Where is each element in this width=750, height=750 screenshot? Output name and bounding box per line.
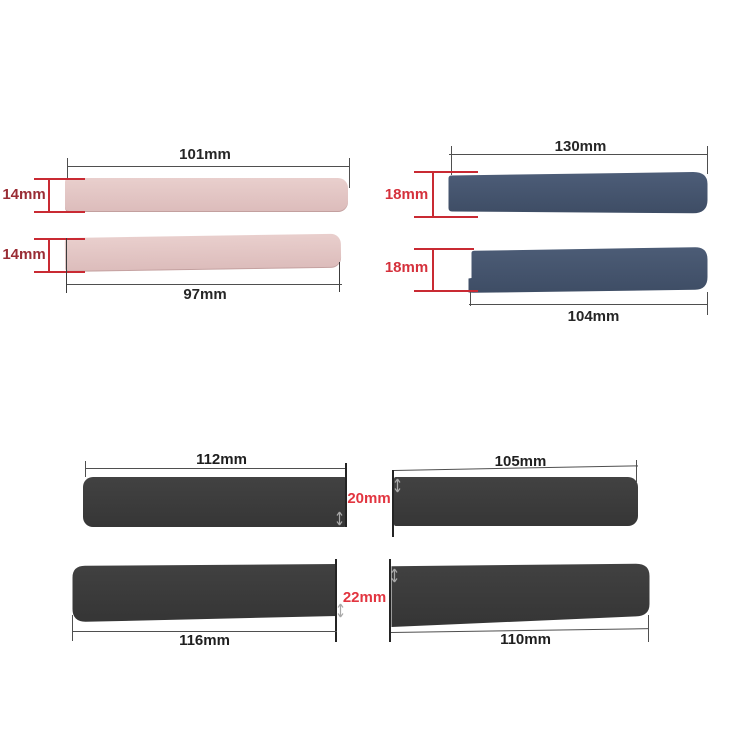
tick-mark [451,146,452,175]
dimension-line [67,166,350,167]
tick-mark [707,292,708,315]
tick-mark [66,238,67,293]
tick-mark [648,615,649,642]
black-strap-22-left [72,564,337,622]
pink-strap-top [65,178,348,212]
tick-mark [636,460,637,482]
red-tick-mark [414,248,474,250]
red-tick-mark [414,290,478,292]
navy-strap-bottom [468,247,708,293]
navy-top-length-label: 130mm [554,138,607,155]
red-tick-mark [34,271,85,273]
lug-edge-line [335,559,337,642]
lug-edge-line [389,559,391,642]
red-dimension-line [432,171,434,217]
pink-bottom-length-label: 97mm [183,286,227,303]
tick-mark [67,158,68,187]
tick-mark [85,461,86,477]
dimension-line [67,284,342,285]
pink-strap-bottom [64,233,342,272]
navy-bottom-length-label: 104mm [567,308,620,325]
navy-width-label-bottom: 18mm [384,259,429,276]
lug-pin-arrow-icon [391,568,398,583]
tick-mark [707,146,708,174]
red-dimension-line [48,178,50,212]
red-tick-mark [34,238,85,240]
dimension-line [449,154,708,155]
tick-mark [339,262,340,292]
red-dimension-line [48,238,50,272]
lug-edge-line [392,470,394,537]
red-tick-mark [414,216,478,218]
lug-edge-line [345,463,347,527]
black-strap-20-right [394,477,638,526]
pink-top-length-label: 101mm [179,146,231,163]
band20-lug-width-label: 20mm [347,490,391,507]
tick-mark [470,292,471,306]
dimension-line [85,468,346,469]
red-tick-mark [414,171,478,173]
band22-left-length-label: 116mm [179,632,230,649]
red-tick-mark [34,211,85,213]
tick-mark [72,615,73,641]
band22-lug-width-label: 22mm [342,589,387,606]
lug-pin-arrow-icon [394,478,401,493]
band22-right-length-label: 110mm [500,631,551,648]
black-strap-22-right [391,563,650,627]
tick-mark [349,158,350,188]
band20-right-length-label: 105mm [494,453,547,470]
red-tick-mark [34,178,85,180]
dimension-line [72,631,337,632]
band20-left-length-label: 112mm [196,451,247,468]
lug-pin-arrow-icon [336,511,343,526]
red-dimension-line [432,248,434,291]
pink-width-label-bottom: 14mm [2,246,46,263]
lug-pin-arrow-icon [337,603,344,618]
black-strap-20-left [83,477,346,527]
navy-width-label-top: 18mm [384,186,429,203]
dimension-line [469,304,708,305]
navy-strap-top [448,171,708,214]
pink-width-label-top: 14mm [2,186,46,203]
